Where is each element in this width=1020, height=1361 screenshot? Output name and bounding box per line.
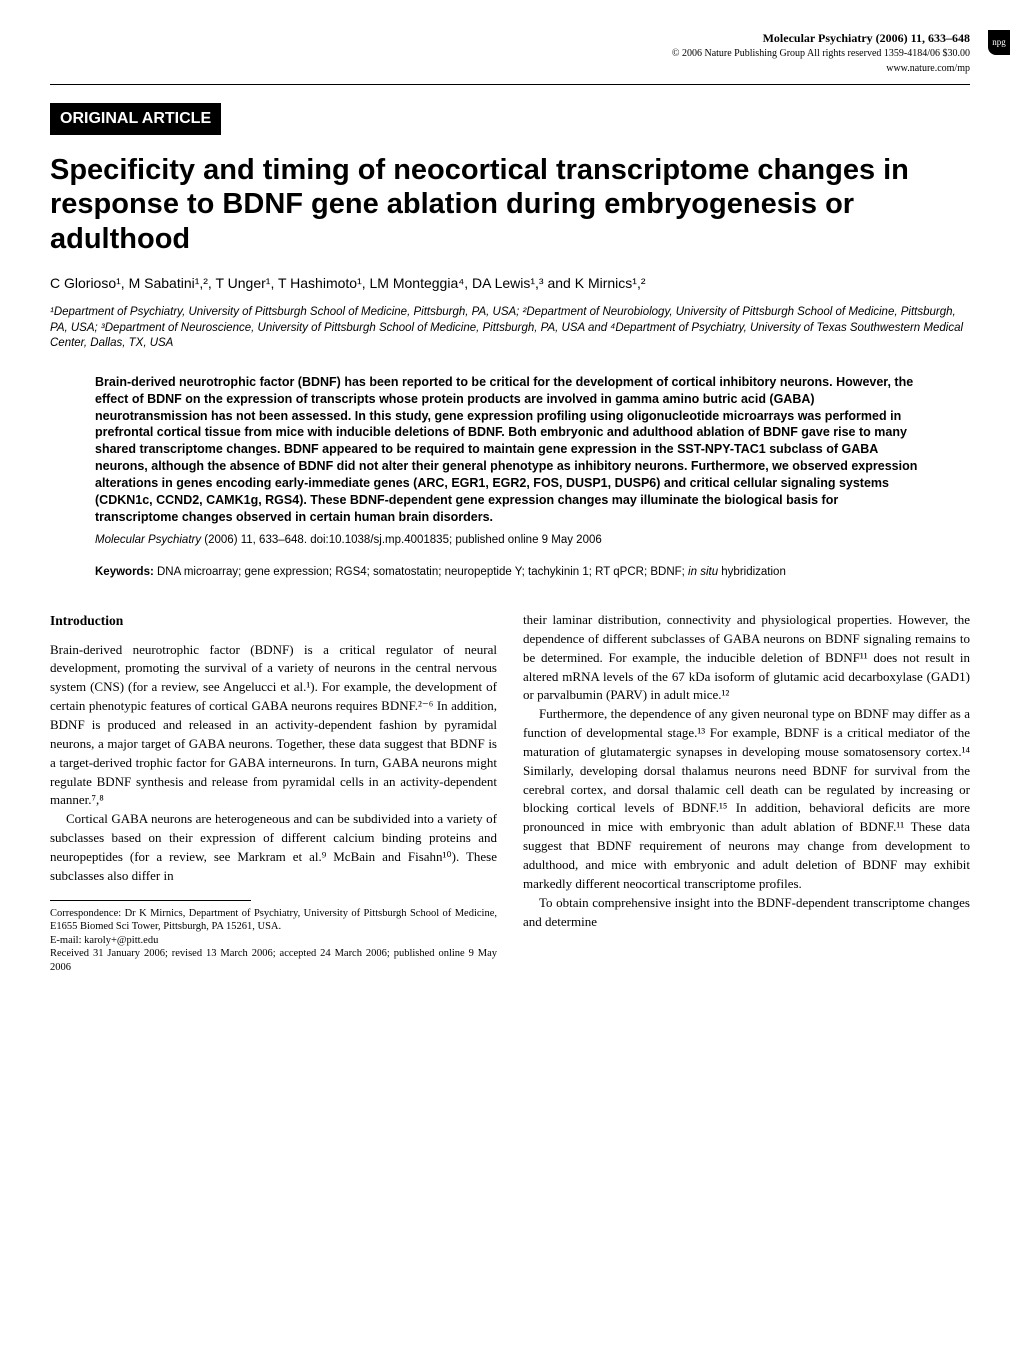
affiliations: ¹Department of Psychiatry, University of… (50, 305, 970, 352)
correspondence-block: Correspondence: Dr K Mirnics, Department… (50, 900, 497, 975)
keywords-italic: in situ (688, 566, 718, 578)
citation-journal: Molecular Psychiatry (95, 534, 201, 546)
correspondence-dates: Received 31 January 2006; revised 13 Mar… (50, 947, 497, 974)
journal-copyright: © 2006 Nature Publishing Group All right… (50, 47, 970, 62)
abstract: Brain-derived neurotrophic factor (BDNF)… (95, 374, 925, 526)
article-title: Specificity and timing of neocortical tr… (50, 153, 970, 257)
intro-paragraph-1: Brain-derived neurotrophic factor (BDNF)… (50, 641, 497, 811)
correspondence-email: E-mail: karoly+@pitt.edu (50, 934, 497, 948)
author-list: C Glorioso¹, M Sabatini¹,², T Unger¹, T … (50, 273, 970, 293)
keywords-label: Keywords: (95, 566, 154, 578)
journal-header: npg Molecular Psychiatry (2006) 11, 633–… (50, 30, 970, 76)
keywords-text: DNA microarray; gene expression; RGS4; s… (154, 566, 688, 578)
keywords-text2: hybridization (718, 566, 786, 578)
intro-paragraph-4: Furthermore, the dependence of any given… (523, 705, 970, 893)
introduction-heading: Introduction (50, 611, 497, 631)
journal-issue: Molecular Psychiatry (2006) 11, 633–648 (50, 30, 970, 47)
article-type-badge: ORIGINAL ARTICLE (50, 103, 221, 134)
intro-paragraph-5: To obtain comprehensive insight into the… (523, 894, 970, 932)
intro-paragraph-3: their laminar distribution, connectivity… (523, 611, 970, 705)
npg-badge: npg (988, 30, 1010, 55)
header-divider (50, 84, 970, 85)
intro-paragraph-2: Cortical GABA neurons are heterogeneous … (50, 810, 497, 885)
journal-url: www.nature.com/mp (50, 62, 970, 77)
correspondence-address: Correspondence: Dr K Mirnics, Department… (50, 907, 497, 934)
citation: Molecular Psychiatry (2006) 11, 633–648.… (95, 532, 925, 549)
footnote-divider (50, 900, 251, 901)
keywords: Keywords: DNA microarray; gene expressio… (95, 564, 925, 581)
citation-rest: (2006) 11, 633–648. doi:10.1038/sj.mp.40… (201, 534, 602, 546)
body-columns: Introduction Brain-derived neurotrophic … (50, 611, 970, 975)
